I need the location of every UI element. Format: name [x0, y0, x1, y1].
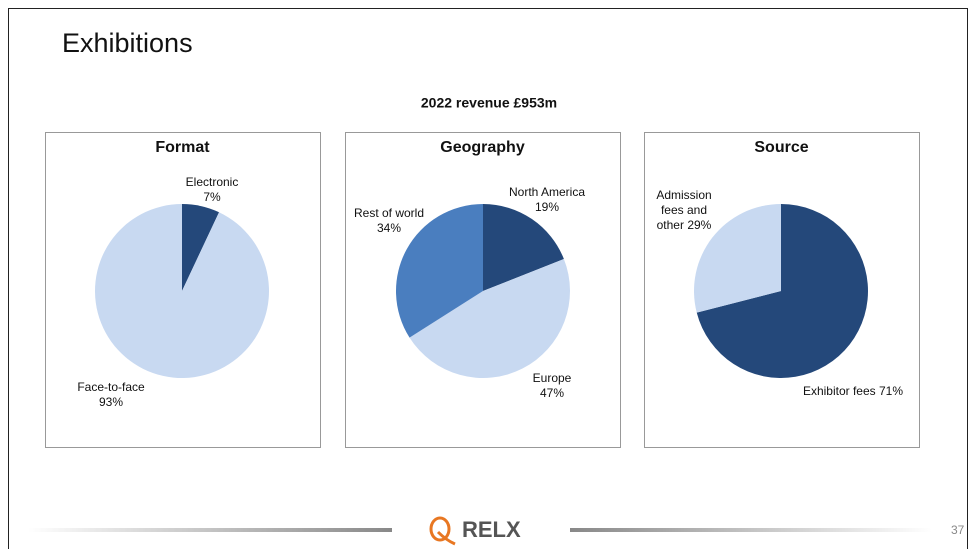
value-label: 19% [534, 200, 560, 214]
value-label: 29% [687, 218, 712, 232]
slice-label: Europe 47% [527, 371, 577, 401]
panel-frame [45, 132, 321, 448]
category-name: Exhibitor fees [802, 384, 876, 398]
slice-label: North America 19% [501, 185, 593, 215]
value-label: 34% [376, 221, 402, 235]
panel-frame [644, 132, 920, 448]
value-label: 7% [203, 190, 221, 204]
pie-slice [696, 204, 869, 378]
logo-text: RELX [462, 517, 521, 542]
panel-frame [345, 132, 621, 448]
page-number: 37 [951, 523, 965, 537]
value-label: 71% [879, 384, 904, 398]
slice-label: Admission fees and other 29% [654, 188, 714, 233]
pie-slice [694, 204, 781, 313]
category-name: Rest of world [353, 206, 425, 220]
category-name: Face-to-face [77, 380, 145, 394]
pie-slice [409, 258, 570, 379]
logo-mark [429, 516, 456, 546]
panel-title: Format [155, 139, 210, 156]
category-name: North America [508, 185, 586, 199]
pie-slice [95, 204, 270, 378]
panel-title: Geography [440, 139, 525, 156]
subtitle: 2022 revenue £953m [421, 95, 557, 111]
slice-label: Face-to-face 93% [71, 380, 151, 410]
category-name: Europe [532, 371, 572, 385]
page-title: Exhibitions [62, 28, 193, 58]
value-label: 93% [98, 395, 124, 409]
category-name: Electronic [185, 175, 239, 189]
slice-label: Electronic 7% [181, 175, 243, 205]
value-label: 47% [539, 386, 565, 400]
footer-rule [570, 528, 932, 532]
panel-title: Source [754, 139, 808, 156]
slice-label: Exhibitor fees 71% [788, 384, 918, 399]
slice-label: Rest of world 34% [349, 206, 429, 236]
pie-slice [182, 204, 220, 291]
pie-slice [483, 204, 564, 291]
footer-rule [28, 528, 392, 532]
pie-slice [396, 204, 483, 338]
slide-frame [8, 8, 968, 549]
category-name: Admission fees and other [656, 188, 712, 232]
